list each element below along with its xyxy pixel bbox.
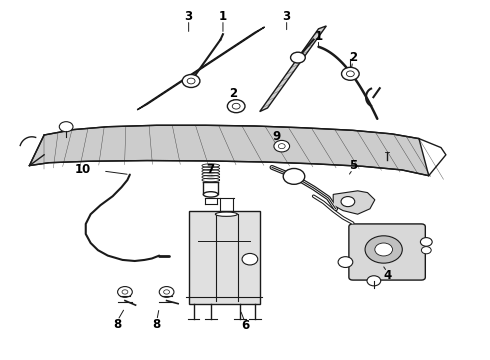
Text: 2: 2 xyxy=(349,51,357,64)
Polygon shape xyxy=(333,191,375,214)
Text: 8: 8 xyxy=(114,318,122,330)
Text: 10: 10 xyxy=(75,163,92,176)
Circle shape xyxy=(341,197,355,207)
Polygon shape xyxy=(29,125,429,176)
Text: 7: 7 xyxy=(207,163,215,176)
Text: 5: 5 xyxy=(349,159,357,172)
Polygon shape xyxy=(189,211,260,304)
Circle shape xyxy=(342,67,359,80)
Text: 1: 1 xyxy=(219,10,227,23)
Circle shape xyxy=(227,100,245,113)
Text: 4: 4 xyxy=(383,269,391,282)
Circle shape xyxy=(291,52,305,63)
Circle shape xyxy=(367,276,381,286)
FancyBboxPatch shape xyxy=(349,224,425,280)
Text: 1: 1 xyxy=(315,30,322,42)
Text: 9: 9 xyxy=(273,130,281,143)
Text: 6: 6 xyxy=(241,319,249,332)
Circle shape xyxy=(338,257,353,267)
Ellipse shape xyxy=(216,212,237,216)
Polygon shape xyxy=(137,27,265,110)
Text: 3: 3 xyxy=(283,10,291,23)
Circle shape xyxy=(421,247,431,254)
Circle shape xyxy=(283,168,305,184)
Circle shape xyxy=(118,287,132,297)
Circle shape xyxy=(59,122,73,132)
Ellipse shape xyxy=(203,192,218,197)
Circle shape xyxy=(242,253,258,265)
Circle shape xyxy=(274,140,290,152)
Circle shape xyxy=(182,75,200,87)
Circle shape xyxy=(365,236,402,263)
Text: 8: 8 xyxy=(153,318,161,330)
Circle shape xyxy=(420,238,432,246)
Polygon shape xyxy=(260,26,326,112)
Text: 2: 2 xyxy=(229,87,237,100)
Circle shape xyxy=(159,287,174,297)
Text: 3: 3 xyxy=(185,10,193,23)
Circle shape xyxy=(375,243,392,256)
